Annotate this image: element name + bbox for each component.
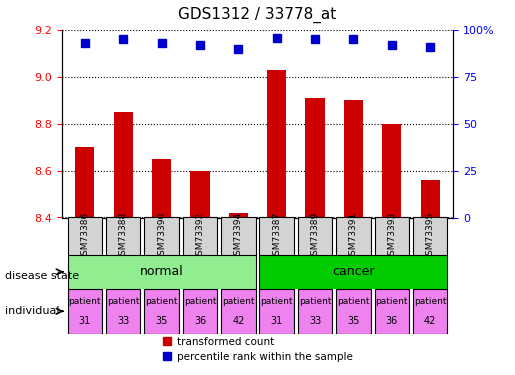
FancyBboxPatch shape — [298, 289, 332, 334]
Text: GSM73386: GSM73386 — [80, 211, 89, 261]
Text: patient: patient — [145, 297, 178, 306]
FancyBboxPatch shape — [221, 217, 255, 255]
FancyBboxPatch shape — [260, 289, 294, 334]
Text: 35: 35 — [156, 316, 168, 326]
FancyBboxPatch shape — [374, 217, 409, 255]
Text: 33: 33 — [117, 316, 129, 326]
Bar — [75, 147, 94, 218]
FancyBboxPatch shape — [260, 217, 294, 255]
Text: 42: 42 — [424, 316, 436, 326]
Title: GDS1312 / 33778_at: GDS1312 / 33778_at — [178, 7, 337, 23]
Bar — [382, 124, 401, 218]
FancyBboxPatch shape — [183, 289, 217, 334]
Text: 36: 36 — [386, 316, 398, 326]
Text: GSM73391: GSM73391 — [349, 211, 358, 261]
FancyBboxPatch shape — [413, 217, 448, 255]
Bar — [229, 213, 248, 217]
Text: patient: patient — [337, 297, 370, 306]
Bar — [267, 70, 286, 217]
Bar — [421, 180, 440, 218]
Text: individual: individual — [5, 306, 60, 316]
Text: GSM73395: GSM73395 — [426, 211, 435, 261]
Text: GSM73394: GSM73394 — [234, 211, 243, 261]
Bar — [344, 100, 363, 218]
FancyBboxPatch shape — [336, 217, 371, 255]
FancyBboxPatch shape — [67, 255, 255, 289]
FancyBboxPatch shape — [221, 289, 255, 334]
Text: 31: 31 — [79, 316, 91, 326]
Text: patient: patient — [375, 297, 408, 306]
Text: GSM73390: GSM73390 — [157, 211, 166, 261]
Text: GSM73393: GSM73393 — [387, 211, 397, 261]
Legend: transformed count, percentile rank within the sample: transformed count, percentile rank withi… — [158, 333, 357, 366]
Text: patient: patient — [107, 297, 140, 306]
Text: patient: patient — [222, 297, 254, 306]
Text: patient: patient — [299, 297, 331, 306]
FancyBboxPatch shape — [374, 289, 409, 334]
Text: GSM73392: GSM73392 — [195, 211, 204, 261]
Text: cancer: cancer — [332, 266, 375, 278]
Text: patient: patient — [261, 297, 293, 306]
Bar — [191, 171, 210, 217]
Text: 31: 31 — [270, 316, 283, 326]
FancyBboxPatch shape — [298, 217, 332, 255]
FancyBboxPatch shape — [67, 289, 102, 334]
FancyBboxPatch shape — [336, 289, 371, 334]
Text: 42: 42 — [232, 316, 245, 326]
FancyBboxPatch shape — [106, 289, 141, 334]
Bar — [305, 98, 324, 218]
Text: patient: patient — [184, 297, 216, 306]
Text: 35: 35 — [347, 316, 359, 326]
Text: disease state: disease state — [5, 271, 79, 280]
FancyBboxPatch shape — [67, 217, 102, 255]
Bar — [114, 112, 133, 218]
Text: GSM73389: GSM73389 — [311, 211, 320, 261]
FancyBboxPatch shape — [260, 255, 448, 289]
Text: GSM73387: GSM73387 — [272, 211, 281, 261]
FancyBboxPatch shape — [183, 217, 217, 255]
FancyBboxPatch shape — [413, 289, 448, 334]
Text: GSM73388: GSM73388 — [118, 211, 128, 261]
FancyBboxPatch shape — [144, 289, 179, 334]
FancyBboxPatch shape — [106, 217, 141, 255]
FancyBboxPatch shape — [144, 217, 179, 255]
Text: patient: patient — [68, 297, 101, 306]
Text: 36: 36 — [194, 316, 206, 326]
Text: normal: normal — [140, 266, 183, 278]
Bar — [152, 159, 171, 218]
Text: patient: patient — [414, 297, 447, 306]
Text: 33: 33 — [309, 316, 321, 326]
